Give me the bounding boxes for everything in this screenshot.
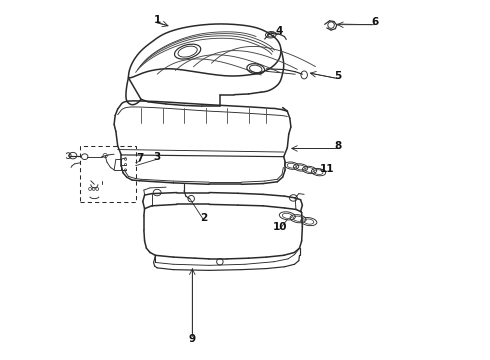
Text: 7: 7 <box>137 153 144 163</box>
Text: 1: 1 <box>153 15 161 26</box>
Text: 2: 2 <box>200 213 207 222</box>
Text: 3: 3 <box>153 152 161 162</box>
Text: 6: 6 <box>371 17 378 27</box>
Text: 8: 8 <box>335 141 342 151</box>
Text: 4: 4 <box>275 26 283 36</box>
Text: 11: 11 <box>319 164 334 174</box>
Text: 5: 5 <box>334 71 341 81</box>
Text: 9: 9 <box>189 333 196 343</box>
Text: 10: 10 <box>272 222 287 231</box>
